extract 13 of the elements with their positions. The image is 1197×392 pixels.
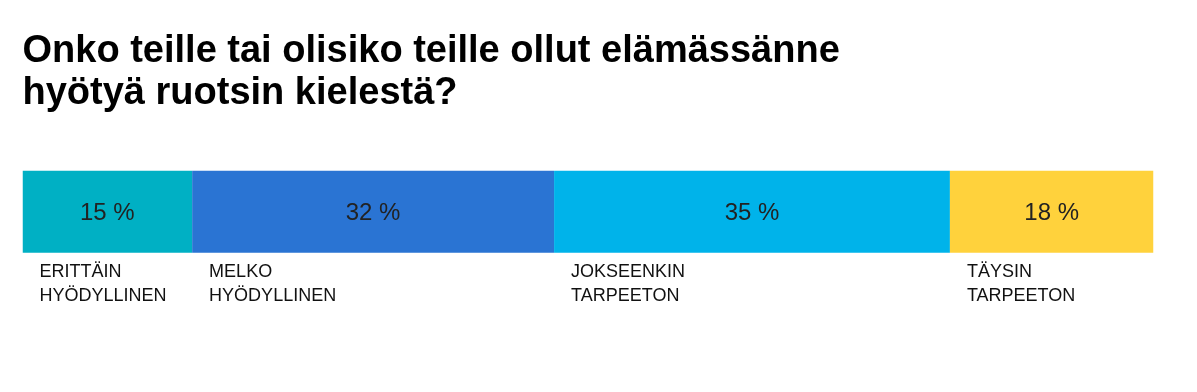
series-label: JOKSEENKIN TARPEETON bbox=[571, 260, 686, 305]
data-label: 32 % bbox=[345, 198, 401, 226]
bar bbox=[22, 170, 193, 253]
chart-title: Onko teille tai olisiko teille ollut elämässänne hyötyä ruotsin kielestä? bbox=[22, 27, 840, 112]
bar bbox=[192, 170, 555, 253]
bar bbox=[949, 170, 1154, 253]
series-label: TÄYSIN TARPEETON bbox=[966, 260, 1076, 305]
data-label: 18 % bbox=[1024, 198, 1080, 226]
bar bbox=[554, 170, 950, 253]
data-label: 15 % bbox=[79, 198, 135, 226]
series-label: MELKO HYÖDYLLINEN bbox=[209, 260, 337, 305]
series-label: ERITTÄIN HYÖDYLLINEN bbox=[39, 260, 167, 305]
data-label: 35 % bbox=[724, 198, 780, 226]
